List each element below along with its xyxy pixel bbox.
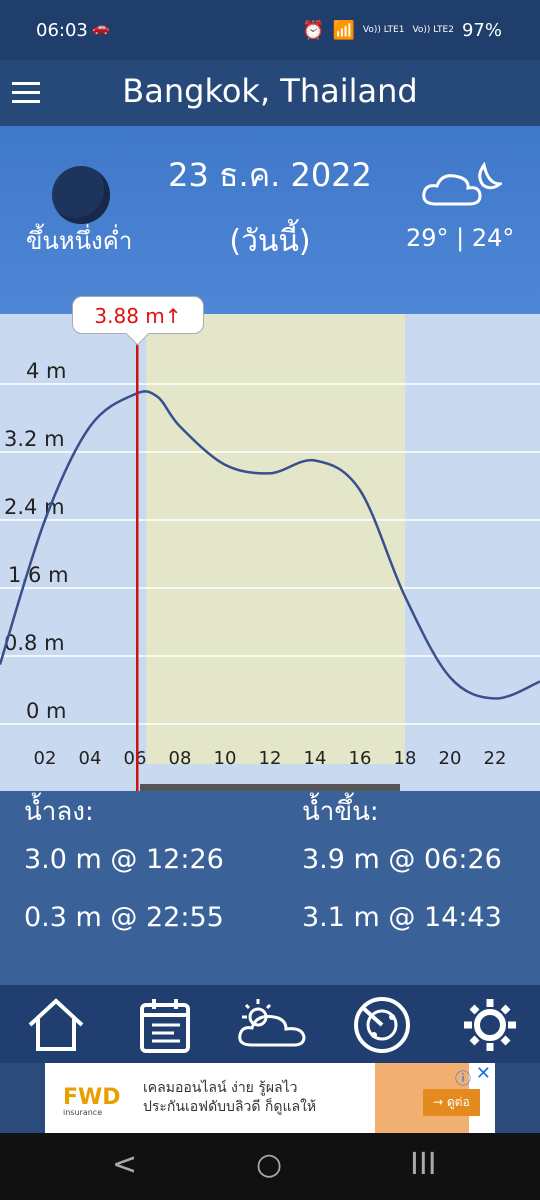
status-icons: ⏰ 📶 Vo)) LTE1 Vo)) LTE2 97% (302, 20, 502, 41)
cloudy-night-icon (422, 162, 502, 206)
tide-chart[interactable]: 4 m 3.2 m 2.4 m 1.6 m 0.8 m 0 m 02 04 06 08 10 12 1… (0, 296, 540, 792)
date[interactable]: 23 ธ.ค. 2022 (168, 156, 372, 194)
y-tick-label: 4 m (26, 359, 67, 383)
day-panel: ขึ้นหนึ่งค่ำ 23 ธ.ค. 2022 (วันนี้) 29° |… (0, 126, 540, 314)
x-tick-label: 08 (169, 748, 192, 769)
y-axis-labels: 4 m 3.2 m 2.4 m 1.6 m 0.8 m 0 m (4, 359, 69, 723)
today-label: (วันนี้) (229, 224, 311, 259)
x-tick-label: 20 (439, 748, 462, 769)
system-nav: < ○ III (0, 1133, 540, 1200)
x-tick-label: 16 (349, 748, 372, 769)
high-tide-header: น้ำขึ้น: (302, 797, 379, 827)
ad-logo: FWD insurance (63, 1085, 121, 1117)
battery-text: 97% (461, 20, 502, 41)
ad-banner[interactable]: FWD insurance เคลมออนไลน์ ง่าย รู้ผลไว ปร… (45, 1063, 495, 1133)
home-button[interactable]: ○ (256, 1147, 283, 1182)
app-header: Bangkok, Thailand (0, 60, 540, 126)
high-tide-1: 3.9 m @ 06:26 (302, 844, 502, 875)
y-tick-label: 3.2 m (4, 427, 65, 451)
clock: 06:03 (36, 20, 88, 41)
daylight-band (146, 314, 405, 764)
alarm-icon: ⏰ (302, 20, 325, 41)
ad-line-2: ประกันเอฟดับบลิวดี ก็ดูแลให้ (143, 1099, 317, 1115)
time-scrollbar[interactable] (140, 784, 400, 792)
settings-icon[interactable] (448, 995, 532, 1055)
temperatures: 29° | 24° (406, 224, 515, 252)
menu-icon[interactable] (12, 82, 44, 106)
signal-2: Vo)) LTE2 (412, 25, 454, 35)
high-tide-2: 3.1 m @ 14:43 (302, 902, 502, 933)
radar-icon[interactable] (340, 995, 424, 1055)
signal-1: Vo)) LTE1 (362, 25, 405, 35)
moon-icon (52, 166, 110, 224)
x-tick-label: 12 (259, 748, 282, 769)
tides-panel: น้ำลง: น้ำขึ้น: 3.0 m @ 12:26 0.3 m @ 22… (0, 791, 540, 985)
marker-label: 3.88 m↑ (72, 296, 204, 334)
home-icon[interactable] (14, 995, 98, 1055)
low-tide-header: น้ำลง: (24, 797, 94, 827)
low-tide-2: 0.3 m @ 22:55 (24, 902, 224, 933)
x-tick-label: 10 (214, 748, 237, 769)
tide-chart-svg: 4 m 3.2 m 2.4 m 1.6 m 0.8 m 0 m 02 04 06 08 10 12 1… (0, 314, 540, 791)
weather-icon[interactable] (232, 995, 316, 1055)
y-tick-label: 2.4 m (4, 495, 65, 519)
ad-line-1: เคลมออนไลน์ ง่าย รู้ผลไว (143, 1080, 298, 1096)
location-title[interactable]: Bangkok, Thailand (122, 72, 418, 110)
moon-phase: ขึ้นหนึ่งค่ำ (26, 227, 133, 255)
x-tick-label: 18 (394, 748, 417, 769)
x-tick-label: 06 (124, 748, 147, 769)
x-tick-label: 22 (484, 748, 507, 769)
gridlines (0, 383, 540, 725)
calendar-icon[interactable] (124, 995, 208, 1055)
car-icon: 🚗 (92, 20, 110, 36)
x-axis-labels: 02 04 06 08 10 12 14 16 18 20 22 (34, 748, 507, 769)
y-tick-label: 0 m (26, 699, 67, 723)
low-tide-1: 3.0 m @ 12:26 (24, 844, 224, 875)
wifi-icon: 📶 (332, 20, 355, 41)
y-tick-label: 1.6 m (8, 563, 69, 587)
x-tick-label: 04 (79, 748, 102, 769)
x-tick-label: 02 (34, 748, 57, 769)
recents-button[interactable]: III (410, 1147, 437, 1182)
ad-close-icon[interactable]: ✕ (475, 1063, 491, 1084)
tide-curve (0, 390, 540, 700)
ad-text: เคลมออนไลน์ ง่าย รู้ผลไว ประกันเอฟดับบลิ… (143, 1079, 316, 1117)
back-button[interactable]: < (112, 1147, 138, 1182)
bottom-nav (0, 985, 540, 1063)
status-bar: 06:03 🚗 ⏰ 📶 Vo)) LTE1 Vo)) LTE2 97% (0, 0, 540, 60)
x-tick-label: 14 (304, 748, 327, 769)
y-tick-label: 0.8 m (4, 631, 65, 655)
ad-info-icon[interactable]: ⓘ (454, 1069, 471, 1088)
ad-cta-button[interactable]: → ดูต่อ (423, 1089, 480, 1116)
